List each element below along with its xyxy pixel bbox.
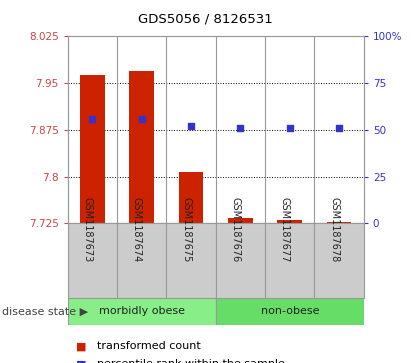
- Point: [89, 117, 96, 122]
- Point: [336, 125, 342, 130]
- Bar: [216, 298, 364, 325]
- Bar: [228, 218, 253, 223]
- Bar: [68, 223, 117, 298]
- Bar: [129, 70, 154, 223]
- Point: [286, 125, 293, 130]
- Bar: [277, 220, 302, 223]
- Text: morbidly obese: morbidly obese: [99, 306, 185, 316]
- Text: GDS5056 / 8126531: GDS5056 / 8126531: [138, 13, 273, 26]
- Bar: [117, 223, 166, 298]
- Text: non-obese: non-obese: [261, 306, 319, 316]
- Point: [139, 117, 145, 122]
- Bar: [68, 298, 216, 325]
- Text: transformed count: transformed count: [97, 341, 200, 351]
- Bar: [179, 172, 203, 223]
- Bar: [314, 223, 364, 298]
- Point: [188, 123, 194, 129]
- Text: GSM1187673: GSM1187673: [83, 197, 92, 262]
- Text: GSM1187675: GSM1187675: [181, 196, 191, 262]
- Text: GSM1187676: GSM1187676: [231, 197, 240, 262]
- Bar: [265, 223, 314, 298]
- Text: disease state ▶: disease state ▶: [2, 306, 88, 316]
- Text: percentile rank within the sample: percentile rank within the sample: [97, 359, 284, 363]
- Text: ■: ■: [76, 359, 87, 363]
- Text: ■: ■: [76, 341, 87, 351]
- Text: GSM1187677: GSM1187677: [280, 196, 290, 262]
- Bar: [80, 75, 105, 223]
- Text: GSM1187678: GSM1187678: [329, 197, 339, 262]
- Text: GSM1187674: GSM1187674: [132, 197, 142, 262]
- Bar: [216, 223, 265, 298]
- Bar: [166, 223, 216, 298]
- Bar: [327, 222, 351, 223]
- Point: [237, 125, 244, 130]
